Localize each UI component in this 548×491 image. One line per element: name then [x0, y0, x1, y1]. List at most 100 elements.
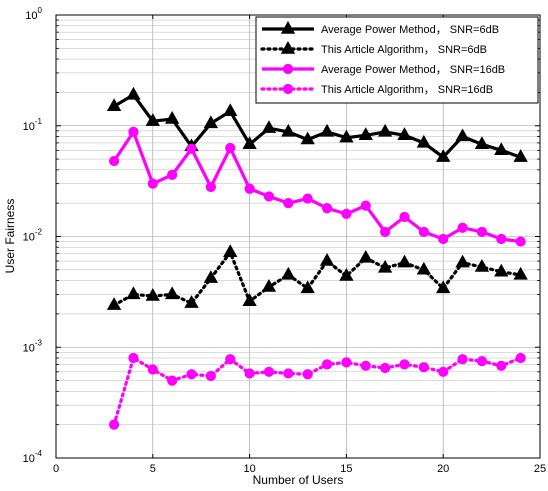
- data-point: [377, 259, 393, 273]
- legend-marker: [282, 83, 294, 95]
- data-point: [145, 288, 160, 301]
- data-point: [358, 127, 373, 140]
- y-tick-label: 10-2: [23, 228, 43, 244]
- legend-entry: Average Power Method， SNR=16dB: [262, 63, 505, 76]
- y-tick-exponent: -1: [35, 117, 43, 126]
- data-point: [300, 280, 315, 294]
- data-point: [474, 136, 490, 149]
- data-point: [380, 362, 391, 374]
- data-point: [203, 270, 219, 283]
- y-tick-exponent: -2: [35, 228, 43, 237]
- data-point: [455, 254, 470, 268]
- data-point: [147, 178, 158, 189]
- data-point: [167, 169, 178, 180]
- data-point: [339, 129, 354, 143]
- data-point: [416, 134, 431, 148]
- data-point: [203, 115, 219, 129]
- data-point: [108, 155, 120, 167]
- data-point: [281, 266, 296, 280]
- legend-marker: [280, 40, 296, 54]
- legend-label: Average Power Method， SNR=6dB: [321, 24, 499, 36]
- data-point: [416, 261, 431, 275]
- series-line: [112, 130, 521, 244]
- x-tick-label: 20: [437, 463, 449, 475]
- data-point: [145, 113, 160, 126]
- legend-label: Average Power Method， SNR=16dB: [321, 64, 505, 76]
- data-point: [126, 286, 141, 300]
- data-point: [513, 149, 528, 162]
- data-point: [106, 297, 122, 310]
- data-point: [205, 370, 216, 382]
- legend-marker: [282, 63, 294, 75]
- data-point: [494, 142, 509, 156]
- data-point: [321, 359, 333, 370]
- data-point: [283, 198, 294, 209]
- data-point: [186, 143, 197, 154]
- data-point: [377, 123, 393, 137]
- legend-label: This Article Algorithm， SNR=6dB: [321, 44, 487, 56]
- x-tick-label: 25: [534, 463, 546, 475]
- data-point: [165, 111, 180, 124]
- data-point: [205, 181, 216, 193]
- data-point: [300, 131, 315, 145]
- data-point: [263, 366, 275, 377]
- y-tick-label: 100: [25, 6, 42, 22]
- legend: Average Power Method， SNR=6dB This Articl…: [255, 16, 539, 104]
- data-point: [513, 266, 528, 280]
- legend-entry: This Article Algorithm， SNR=16dB: [260, 83, 493, 96]
- data-point: [358, 249, 373, 263]
- y-tick-base: 10: [23, 232, 35, 244]
- data-point: [242, 293, 257, 306]
- data-point: [244, 183, 255, 194]
- y-tick-base: 10: [25, 10, 37, 22]
- series-3: [108, 126, 526, 247]
- x-tick-label: 10: [243, 463, 255, 475]
- series-1: [106, 86, 528, 162]
- data-point: [126, 86, 141, 100]
- legend-entry: Average Power Method， SNR=6dB: [262, 20, 499, 36]
- y-tick-base: 10: [23, 121, 35, 133]
- data-point: [455, 128, 470, 142]
- data-point: [184, 295, 199, 308]
- x-tick-label: 15: [340, 463, 352, 475]
- data-point: [397, 127, 412, 140]
- data-point: [186, 369, 197, 380]
- data-point: [225, 354, 236, 365]
- data-point: [225, 142, 236, 154]
- data-point: [474, 259, 490, 272]
- y-tick-exponent: 0: [38, 6, 43, 15]
- series-4: [108, 352, 526, 430]
- x-tick-label: 0: [53, 463, 59, 475]
- data-point: [360, 200, 371, 211]
- legend-entry: This Article Algorithm， SNR=6dB: [260, 40, 487, 56]
- data-point: [380, 226, 391, 238]
- series-line: [112, 250, 523, 307]
- data-point: [302, 369, 313, 380]
- data-point: [223, 244, 238, 258]
- series-2: [106, 244, 528, 310]
- series-line: [113, 93, 522, 159]
- data-point: [496, 233, 507, 245]
- data-point: [281, 123, 296, 137]
- y-tick-base: 10: [23, 453, 35, 465]
- data-point: [165, 286, 180, 300]
- data-point: [494, 263, 509, 277]
- x-tick-label: 5: [150, 463, 156, 475]
- data-point: [302, 193, 313, 204]
- data-point: [515, 352, 526, 364]
- data-point: [147, 364, 158, 375]
- data-point: [106, 98, 122, 111]
- data-point: [283, 368, 294, 379]
- data-point: [244, 368, 255, 379]
- data-point: [476, 226, 488, 238]
- y-tick-exponent: -4: [35, 449, 43, 458]
- legend-entries: Average Power Method， SNR=6dB This Articl…: [260, 20, 505, 96]
- series-line: [112, 356, 523, 427]
- data-point: [457, 222, 468, 233]
- data-point: [397, 254, 412, 268]
- data-point: [457, 354, 468, 365]
- x-axis-label: Number of Users: [253, 473, 344, 487]
- y-axis-label: User Fairness: [3, 199, 17, 274]
